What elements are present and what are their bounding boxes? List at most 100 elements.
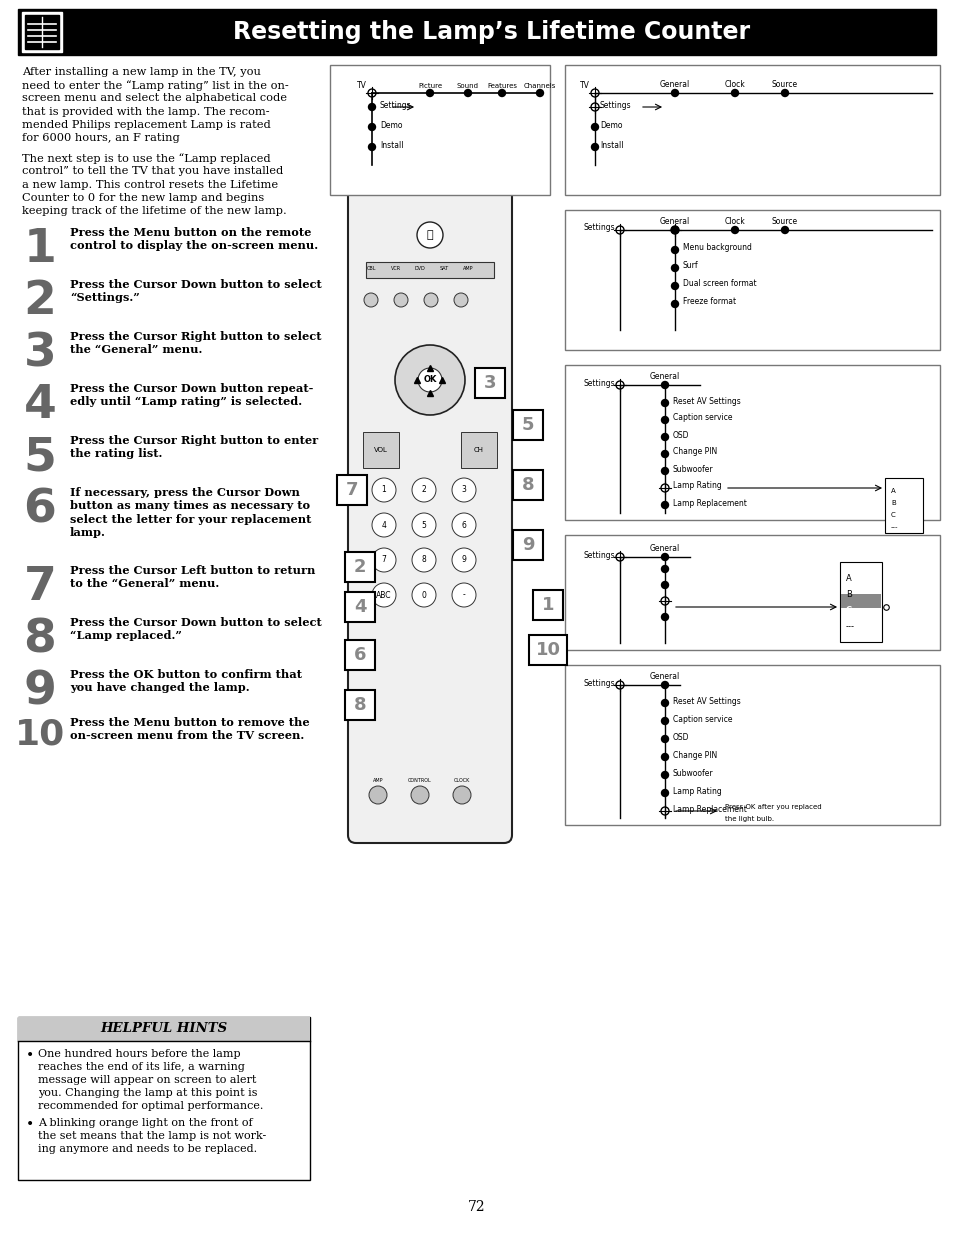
Text: Press the Cursor Down button repeat-: Press the Cursor Down button repeat- (70, 383, 313, 394)
Text: Sound: Sound (456, 83, 478, 89)
Text: VOL: VOL (374, 447, 388, 453)
Bar (345, 592, 375, 622)
Polygon shape (390, 135, 470, 175)
Text: 3: 3 (461, 485, 466, 494)
Text: Press the Cursor Down button to select: Press the Cursor Down button to select (70, 618, 321, 629)
Circle shape (660, 753, 668, 761)
Text: 10: 10 (15, 718, 65, 751)
Text: keeping track of the lifetime of the new lamp.: keeping track of the lifetime of the new… (22, 206, 287, 216)
Circle shape (660, 718, 668, 725)
Circle shape (660, 468, 668, 474)
Circle shape (372, 478, 395, 501)
Text: Install: Install (599, 141, 623, 149)
Text: Settings: Settings (599, 100, 631, 110)
Bar (475, 368, 504, 398)
Text: recommended for optimal performance.: recommended for optimal performance. (38, 1100, 263, 1112)
Text: 3: 3 (24, 331, 56, 377)
Text: The next step is to use the “Lamp replaced: The next step is to use the “Lamp replac… (22, 153, 271, 164)
Circle shape (660, 399, 668, 406)
Text: Features: Features (486, 83, 517, 89)
FancyBboxPatch shape (348, 186, 512, 844)
Text: AMP: AMP (462, 267, 473, 272)
Text: Demo: Demo (599, 121, 622, 130)
Circle shape (412, 478, 436, 501)
Circle shape (660, 699, 668, 706)
Text: control” to tell the TV that you have installed: control” to tell the TV that you have in… (22, 167, 283, 177)
Text: Lamp Replacement: Lamp Replacement (672, 499, 746, 508)
Text: 2: 2 (354, 558, 366, 576)
Bar (330, 65, 550, 195)
Bar (513, 530, 542, 559)
Text: “Settings.”: “Settings.” (70, 293, 139, 304)
Text: General: General (649, 672, 679, 680)
Bar (840, 562, 882, 642)
Circle shape (395, 345, 464, 415)
Circle shape (660, 501, 668, 509)
Circle shape (372, 513, 395, 537)
Text: 7: 7 (24, 566, 56, 610)
Text: CONTROL: CONTROL (408, 778, 432, 783)
Text: ---: --- (845, 622, 854, 631)
Text: •: • (26, 1118, 34, 1132)
Text: Counter to 0 for the new lamp and begins: Counter to 0 for the new lamp and begins (22, 193, 264, 203)
Text: Subwoofer: Subwoofer (672, 464, 713, 473)
Text: B: B (890, 500, 895, 506)
Bar (564, 366, 939, 520)
Text: Lamp Replacement: Lamp Replacement (672, 804, 746, 814)
Text: OSD: OSD (672, 732, 689, 741)
Text: B: B (845, 590, 851, 599)
Bar (533, 590, 562, 620)
Bar (345, 690, 375, 720)
Text: Settings: Settings (583, 224, 615, 232)
Circle shape (464, 89, 471, 96)
Circle shape (660, 566, 668, 573)
Text: Settings: Settings (583, 551, 615, 559)
Text: the “General” menu.: the “General” menu. (70, 345, 202, 356)
Circle shape (416, 222, 442, 248)
Text: Source: Source (771, 80, 798, 89)
Text: 2: 2 (24, 279, 56, 325)
Text: 1: 1 (24, 227, 56, 272)
Text: CLOCK: CLOCK (454, 778, 470, 783)
Text: 4: 4 (24, 383, 56, 429)
Text: Press the Cursor Right button to select: Press the Cursor Right button to select (70, 331, 321, 342)
Text: Clock: Clock (724, 80, 744, 89)
Text: 6: 6 (354, 646, 366, 664)
Text: Surf: Surf (682, 262, 698, 270)
Circle shape (660, 736, 668, 742)
Text: 5: 5 (421, 520, 426, 530)
Text: message will appear on screen to alert: message will appear on screen to alert (38, 1074, 256, 1086)
Circle shape (452, 548, 476, 572)
Text: you have changed the lamp.: you have changed the lamp. (70, 683, 250, 693)
Text: Settings: Settings (379, 100, 411, 110)
Circle shape (394, 293, 408, 308)
Circle shape (412, 513, 436, 537)
Circle shape (731, 89, 738, 96)
Circle shape (368, 124, 375, 131)
Circle shape (412, 583, 436, 606)
Text: 5: 5 (521, 416, 534, 433)
Text: on-screen menu from the TV screen.: on-screen menu from the TV screen. (70, 730, 304, 741)
Circle shape (368, 104, 375, 110)
Text: One hundred hours before the lamp: One hundred hours before the lamp (38, 1049, 240, 1058)
Text: 9: 9 (24, 669, 56, 714)
Circle shape (417, 368, 441, 391)
Text: reaches the end of its life, a warning: reaches the end of its life, a warning (38, 1062, 245, 1072)
Text: a new lamp. This control resets the Lifetime: a new lamp. This control resets the Life… (22, 179, 278, 190)
Text: Dual screen format: Dual screen format (682, 279, 756, 289)
Bar (25, 15, 59, 49)
Text: General: General (659, 80, 689, 89)
Text: “Lamp replaced.”: “Lamp replaced.” (70, 630, 182, 641)
Text: Resetting the Lamp’s Lifetime Counter: Resetting the Lamp’s Lifetime Counter (233, 20, 750, 44)
Text: 8: 8 (521, 475, 534, 494)
Text: 1: 1 (541, 597, 554, 614)
Text: After installing a new lamp in the TV, you: After installing a new lamp in the TV, y… (22, 67, 260, 77)
Text: TV: TV (356, 82, 367, 90)
Circle shape (372, 583, 395, 606)
Circle shape (452, 478, 476, 501)
Circle shape (660, 789, 668, 797)
Bar (18, 1016, 310, 1179)
Text: mended Philips replacement Lamp is rated: mended Philips replacement Lamp is rated (22, 120, 271, 130)
Circle shape (411, 785, 429, 804)
Text: Demo: Demo (379, 121, 402, 130)
